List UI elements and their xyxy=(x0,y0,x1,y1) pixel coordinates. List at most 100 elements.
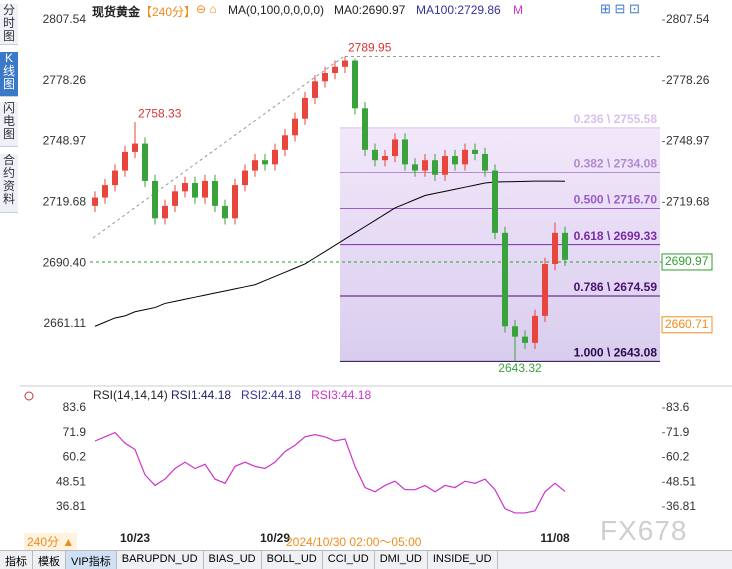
candle-body xyxy=(212,180,218,206)
indicator-tab[interactable]: DMI_UD xyxy=(375,551,428,569)
ma0: MA0:2690.97 xyxy=(334,3,406,17)
high-value-label: 2789.95 xyxy=(348,41,392,55)
indicator-tab[interactable]: BOLL_UD xyxy=(262,551,323,569)
legend-entry: RSI1:44.18 xyxy=(171,388,231,402)
y-tick-label: 83.6 xyxy=(63,400,87,414)
y-tick-label-right: 2807.54 xyxy=(666,12,710,26)
y-tick-label-right: 60.2 xyxy=(666,450,690,464)
y-tick-label: 48.51 xyxy=(56,474,86,488)
indicator-tab[interactable]: 指标 xyxy=(0,551,33,569)
indicator-tab[interactable]: BARUPDN_UD xyxy=(117,551,204,569)
indicator-tab[interactable]: VIP指标 xyxy=(66,551,117,569)
candle-body xyxy=(222,205,228,219)
y-tick-label-right: 83.6 xyxy=(666,400,690,414)
candle-body xyxy=(462,149,468,165)
candle-body xyxy=(482,153,488,171)
y-tick-label: 2748.97 xyxy=(43,134,87,148)
candle-body xyxy=(362,108,368,150)
tab-timeshare[interactable]: 分时图 xyxy=(0,4,18,45)
watermark: FX678 xyxy=(600,515,688,546)
y-tick-label: 36.81 xyxy=(56,499,86,513)
candle-body xyxy=(142,143,148,181)
candle-body xyxy=(342,60,348,67)
candle-body xyxy=(102,185,108,198)
tab-kline[interactable]: K线图 xyxy=(0,52,18,97)
y-tick-label: 2690.40 xyxy=(43,255,87,269)
fib-label: 1.000 \ 2643.08 xyxy=(574,346,658,360)
candle-body xyxy=(152,180,158,219)
y-tick-label-right: 2778.26 xyxy=(666,73,710,87)
candle-body xyxy=(402,139,408,165)
cursor-time: 2024/10/30 02:00～05:00 xyxy=(286,535,422,549)
candle-body xyxy=(92,197,98,206)
candle-body xyxy=(262,160,268,165)
candle-body xyxy=(472,149,478,154)
low-value-label: 2643.32 xyxy=(498,361,542,375)
candle-body xyxy=(202,180,208,198)
candle-body xyxy=(322,73,328,82)
period-button[interactable]: 240分 ▲ xyxy=(24,533,78,550)
candle-body xyxy=(312,81,318,98)
candle-body xyxy=(512,326,518,337)
y-tick-label-right: 2719.68 xyxy=(666,195,710,209)
candle-body xyxy=(252,160,258,171)
fib-label: 0.618 \ 2699.33 xyxy=(574,229,658,243)
price-tag: 2660.71 xyxy=(665,317,709,331)
tab-bar: 指标 模板 VIP指标 BARUPDN_UD BIAS_UD BOLL_UD CCI_UD D… xyxy=(0,550,732,569)
candle-body xyxy=(542,263,548,316)
y-tick-label-right: 48.51 xyxy=(666,474,696,488)
candle-body xyxy=(162,205,168,219)
ma100: MA100:2729.86 xyxy=(416,3,501,17)
candle-body xyxy=(532,315,538,343)
period[interactable]: 【240分】 xyxy=(140,5,197,19)
candle-body xyxy=(422,160,428,171)
x-tick-label: 11/08 xyxy=(540,531,570,545)
y-tick-label: 71.9 xyxy=(63,425,87,439)
y-tick-label: 2778.26 xyxy=(43,73,87,87)
candle-body xyxy=(132,143,138,152)
indicator-tab[interactable]: 模板 xyxy=(33,551,66,569)
indicator-tab[interactable]: BIAS_UD xyxy=(204,551,262,569)
candle-body xyxy=(302,97,308,119)
tab-flash[interactable]: 闪电图 xyxy=(0,102,18,147)
y-tick-label: 2661.11 xyxy=(44,316,87,330)
candle-body xyxy=(282,135,288,150)
candle-body xyxy=(372,149,378,161)
candle-body xyxy=(192,183,198,198)
candle-body xyxy=(172,191,178,206)
settings-icon[interactable] xyxy=(24,391,34,401)
rsi-line xyxy=(94,431,566,514)
y-tick-label-right: 71.9 xyxy=(666,425,690,439)
candle-body xyxy=(272,149,278,165)
candle-body xyxy=(522,336,528,343)
tab-contract[interactable]: 合约资料 xyxy=(0,154,18,213)
candle-body xyxy=(292,118,298,136)
price-tag: 2690.97 xyxy=(665,254,709,268)
ma-params: MA(0,100,0,0,0,0) xyxy=(228,3,325,17)
x-tick-label: 10/23 xyxy=(120,531,150,545)
window-icons[interactable]: ⊞ ⊟ ⊡ xyxy=(600,1,640,16)
candle-body xyxy=(242,170,248,186)
rsi-title: RSI(14,14,14) xyxy=(93,388,168,402)
candle-body xyxy=(332,66,338,74)
candle-body xyxy=(382,156,388,161)
y-tick-label: 2807.54 xyxy=(43,12,87,26)
candle-body xyxy=(352,60,358,109)
zoom-icon[interactable]: ⊖ ⌂ xyxy=(196,2,217,16)
candle-body xyxy=(112,170,118,186)
candle-body xyxy=(122,151,128,171)
legend-entry: RSI2:44.18 xyxy=(241,388,301,402)
y-tick-label: 60.2 xyxy=(63,450,87,464)
x-tick-label: 10/29 xyxy=(260,531,290,545)
y-tick-label-right: 36.81 xyxy=(666,499,696,513)
fib-label: 0.382 \ 2734.08 xyxy=(574,157,658,171)
y-tick-label: 2719.68 xyxy=(43,195,87,209)
indicator-tab[interactable]: CCI_UD xyxy=(323,551,375,569)
candle-body xyxy=(562,232,568,260)
candle-body xyxy=(232,185,238,219)
indicator-tab[interactable]: INSIDE_UD xyxy=(428,551,498,569)
ma-more[interactable]: M xyxy=(513,3,523,17)
high-value-label: 2758.33 xyxy=(138,106,182,120)
